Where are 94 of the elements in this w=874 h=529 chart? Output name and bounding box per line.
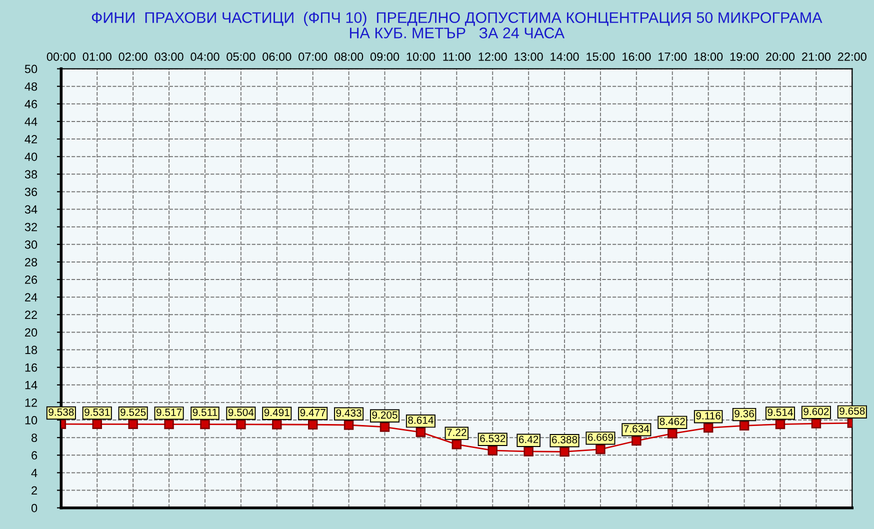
point	[380, 422, 390, 432]
data-label: 9.602	[804, 408, 829, 416]
x-tick-label: 09:00	[370, 52, 400, 61]
x-tick-label: 21:00	[802, 52, 831, 61]
y-tick-label: 6	[32, 451, 38, 460]
x-tick-label: 02:00	[118, 52, 148, 61]
x-tick-label: 11:00	[443, 52, 471, 61]
data-label: 9.514	[768, 408, 793, 416]
point	[775, 419, 786, 430]
point	[236, 420, 246, 430]
data-label: 8.614	[408, 416, 434, 424]
x-tick-label: 01:00	[82, 52, 112, 61]
point	[811, 418, 822, 428]
point	[668, 428, 678, 438]
y-tick-label: 8	[32, 434, 38, 442]
point	[632, 436, 642, 446]
data-label: 9.36	[734, 410, 754, 418]
y-tick-label: 50	[24, 64, 38, 74]
y-tick-label: 36	[24, 188, 38, 196]
x-tick-label: 15:00	[586, 52, 615, 61]
data-label: 9.504	[228, 408, 254, 416]
y-tick-label: 32	[24, 222, 37, 232]
data-label: 9.525	[120, 408, 146, 416]
point	[128, 419, 138, 430]
x-tick-label: 22:00	[838, 52, 866, 61]
y-tick-label: 12	[25, 398, 37, 407]
y-tick-label: 16	[25, 363, 38, 372]
point	[703, 422, 714, 433]
x-tick-label: 04:00	[190, 52, 220, 61]
data-label: 9.511	[192, 408, 218, 416]
y-tick-label: 34	[24, 205, 38, 214]
point	[524, 446, 534, 456]
y-tick-label: 10	[25, 416, 38, 424]
y-tick-label: 44	[24, 118, 38, 126]
x-tick-label: 13:00	[514, 52, 543, 61]
x-tick-label: 17:00	[658, 52, 687, 61]
x-tick-label: 10:00	[406, 52, 436, 61]
x-tick-label: 03:00	[154, 52, 184, 61]
data-label: 6.42	[518, 436, 538, 444]
data-label: 9.538	[48, 408, 74, 416]
data-label: 6.669	[588, 434, 614, 441]
y-tick-label: 18	[25, 346, 38, 354]
x-tick-label: 06:00	[262, 52, 292, 61]
point	[200, 419, 210, 430]
y-tick-label: 2	[32, 486, 37, 495]
y-tick-label: 48	[24, 82, 38, 91]
point	[560, 446, 570, 457]
x-tick-label: 00:00	[46, 52, 76, 61]
x-tick-label: 05:00	[226, 52, 256, 61]
data-label: 7.22	[447, 428, 466, 436]
y-tick-label: 40	[24, 152, 38, 161]
data-label: 9.205	[372, 411, 398, 419]
y-tick-label: 38	[24, 170, 38, 179]
point	[272, 420, 282, 430]
point	[416, 427, 426, 438]
data-label: 9.477	[300, 408, 326, 416]
y-tick-label: 30	[24, 240, 38, 249]
x-tick-label: 12:00	[478, 52, 507, 61]
data-label: 6.388	[552, 436, 578, 444]
y-tick-label: 4	[31, 468, 38, 477]
y-tick-label: 42	[24, 135, 37, 144]
data-label: 8.462	[660, 418, 685, 426]
y-tick-label: 28	[25, 258, 38, 266]
y-tick-label: 46	[24, 100, 38, 108]
chart-title: ФИНИ ПРАХОВИ ЧАСТИЦИ (ФПЧ 10) ПРЕДЕЛНО ДОПУСТИМА КОНЦЕНТРАЦИЯ 50 МИКРОГРАМА НА КУБ. МЕТЪР ЗА 24 ЧАСА	[92, 12, 822, 38]
data-label: 9.433	[336, 409, 362, 417]
x-tick-label: 19:00	[730, 52, 759, 61]
y-tick-label: 14	[25, 381, 38, 390]
point	[92, 419, 102, 430]
x-tick-label: 07:00	[298, 52, 328, 61]
point	[596, 444, 606, 454]
y-tick-label: 0	[31, 504, 38, 512]
x-tick-label: 20:00	[766, 52, 795, 61]
x-tick-label: 16:00	[622, 52, 651, 61]
x-tick-label: 14:00	[550, 52, 579, 61]
data-label: 6.532	[480, 434, 506, 442]
data-label: 9.658	[840, 407, 865, 415]
y-tick-label: 26	[25, 276, 38, 284]
y-tick-label: 24	[25, 293, 38, 302]
data-label: 9.116	[696, 412, 721, 420]
point	[739, 420, 750, 431]
data-label: 7.634	[624, 425, 650, 432]
point	[344, 420, 354, 430]
data-label: 9.517	[156, 408, 182, 416]
y-tick-label: 22	[25, 310, 37, 319]
point	[452, 440, 462, 450]
data-label: 9.491	[264, 408, 290, 416]
point	[488, 446, 498, 456]
x-tick-label: 18:00	[694, 52, 723, 61]
point	[164, 419, 174, 430]
data-label: 9.531	[84, 408, 110, 416]
point	[308, 420, 318, 430]
y-tick-label: 20	[25, 328, 38, 337]
x-tick-label: 08:00	[334, 52, 364, 61]
